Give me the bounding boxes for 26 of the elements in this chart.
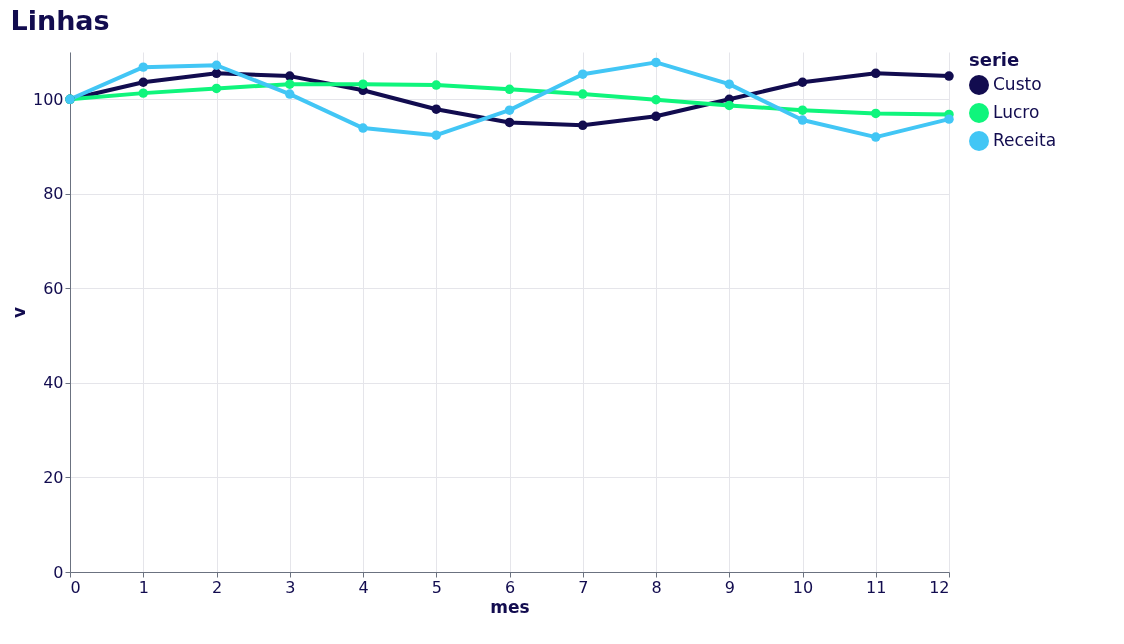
x-tick-label: 1 — [138, 577, 149, 597]
legend-label: Custo — [993, 74, 1042, 94]
x-tick-label: 11 — [866, 577, 887, 597]
y-tick-label: 0 — [53, 562, 64, 582]
x-tick-label: 2 — [211, 577, 223, 597]
y-axis-title: v — [8, 306, 29, 319]
x-tick-label: 12 — [929, 577, 950, 597]
y-tick-label: 40 — [43, 373, 64, 393]
x-tick-label: 9 — [724, 577, 735, 597]
x-tick-label: 3 — [285, 577, 296, 597]
y-tick-label: 80 — [43, 184, 64, 204]
x-tick-label: 0 — [70, 577, 81, 597]
x-tick-label: 5 — [431, 577, 442, 597]
x-tick-label: 6 — [504, 577, 516, 597]
x-tick-label: 8 — [651, 577, 662, 597]
chart-title: Linhas — [10, 5, 110, 36]
y-tick-label: 100 — [32, 89, 64, 109]
y-tick-label: 20 — [43, 467, 64, 487]
x-tick-label: 10 — [792, 577, 814, 597]
x-tick-label: 4 — [358, 577, 369, 597]
legend-label: Lucro — [993, 102, 1040, 122]
x-tick-label: 7 — [578, 577, 589, 597]
y-tick-label: 60 — [43, 278, 64, 298]
x-axis-title: mes — [490, 596, 530, 617]
legend-title: serie — [969, 49, 1020, 70]
legend-label: Receita — [993, 130, 1057, 150]
